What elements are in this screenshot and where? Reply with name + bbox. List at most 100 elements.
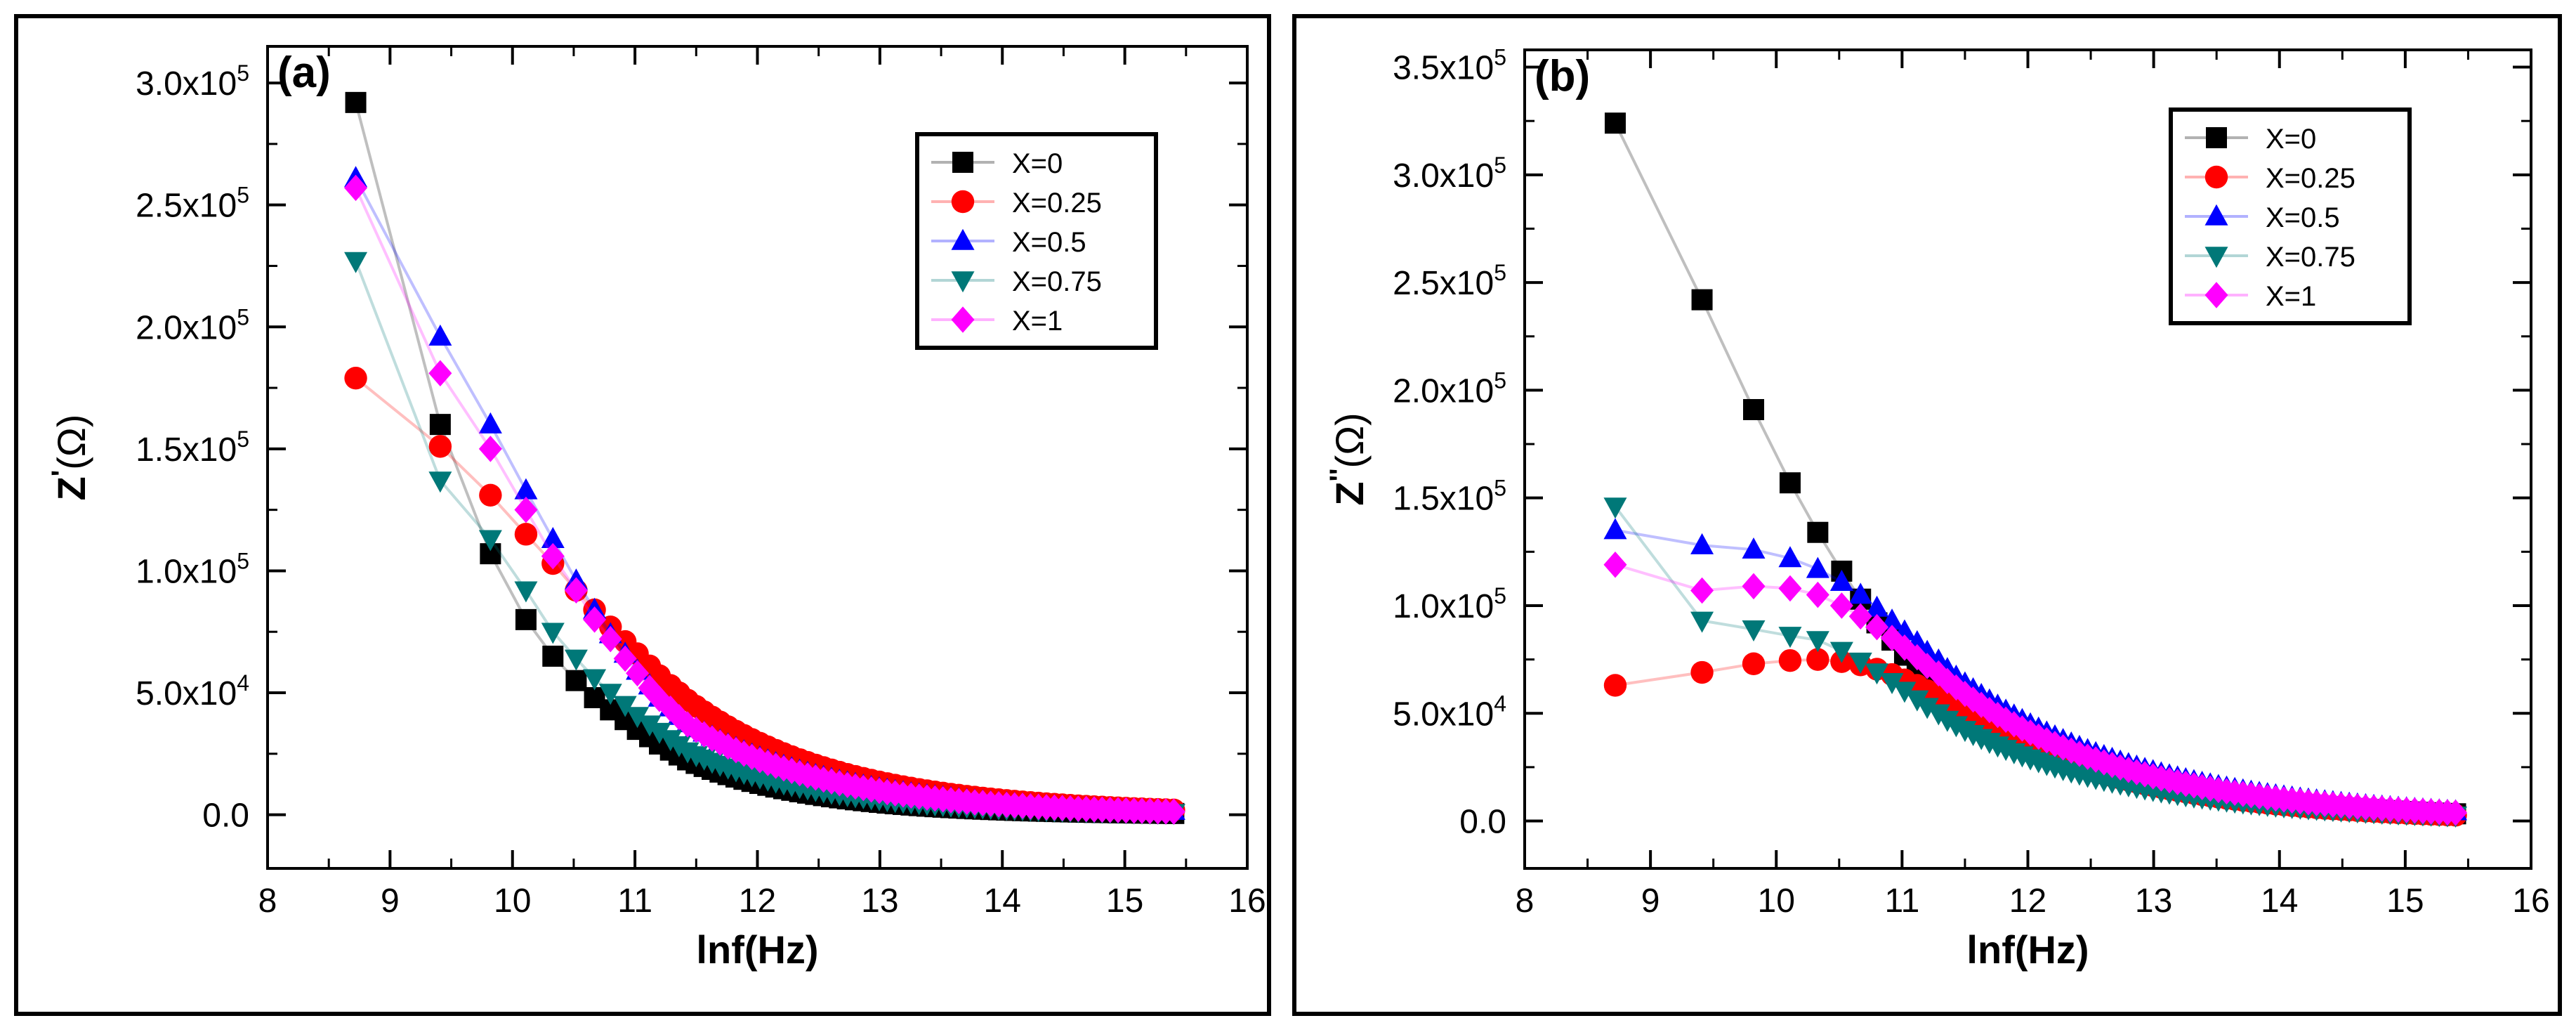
data-point — [1806, 631, 1829, 653]
x-tick-label: 16 — [2512, 882, 2549, 920]
data-point — [1778, 575, 1802, 602]
panel-label: (a) — [277, 48, 331, 97]
data-point — [1162, 798, 1185, 825]
data-point — [1742, 573, 1766, 600]
x-tick-label: 14 — [984, 882, 1021, 920]
data-point — [1690, 660, 1714, 684]
y-tick-label: 2.0x105 — [1393, 367, 1506, 410]
series-X=1 — [1603, 551, 2468, 826]
x-tick-label: 10 — [1758, 882, 1795, 920]
data-point — [626, 707, 650, 729]
data-point — [613, 696, 637, 717]
y-tick-label: 2.5x105 — [1393, 260, 1506, 302]
legend-label: X=0.5 — [1012, 227, 1086, 258]
series-line — [1614, 505, 2456, 817]
x-tick-label: 15 — [1106, 882, 1143, 920]
data-point — [1603, 551, 1627, 578]
legend-marker — [2204, 165, 2228, 189]
data-point — [1880, 673, 1904, 695]
data-point — [1915, 698, 1939, 719]
data-point — [1778, 648, 1802, 672]
legend-label: X=1 — [2266, 281, 2316, 312]
data-point — [1807, 521, 1829, 543]
y-tick-label: 3.0x105 — [136, 60, 249, 103]
data-point — [1848, 582, 1872, 604]
data-point — [1880, 608, 1904, 630]
x-axis-title: lnf(Hz) — [696, 927, 818, 972]
data-point — [1806, 581, 1829, 608]
data-point — [344, 252, 368, 273]
data-point — [515, 608, 537, 630]
x-tick-label: 9 — [1641, 882, 1660, 920]
y-tick-label: 3.0x105 — [1393, 152, 1506, 195]
y-axis-title: Z''(Ω) — [1325, 412, 1372, 505]
y-axis-title: Z'(Ω) — [46, 415, 93, 501]
data-point — [428, 471, 452, 493]
data-point — [344, 366, 367, 390]
legend: X=0 X=0.25 X=0.5 X=0.75 X=1 — [915, 132, 1158, 350]
x-tick-label: 13 — [861, 882, 898, 920]
data-point — [1690, 533, 1714, 554]
chart-b-svg: 8 9 10 11 12 13 14 15 16 0.0 5.0x104 1.0x105 1.5x105… — [1325, 45, 2550, 972]
y-tick-label: 1.0x105 — [136, 548, 249, 590]
x-tick-label: 16 — [1228, 882, 1266, 920]
y-tick-label: 3.5x105 — [1393, 45, 1506, 87]
data-point — [1743, 398, 1765, 420]
x-tick-label: 11 — [617, 882, 652, 920]
data-point — [1893, 682, 1917, 703]
data-point — [1865, 595, 1889, 617]
series-line — [1615, 528, 2456, 813]
data-point — [541, 622, 565, 644]
legend: X=0 X=0.25 X=0.5 X=0.75 X=1 — [2169, 107, 2412, 325]
data-point — [2002, 711, 2026, 738]
data-point — [564, 577, 588, 604]
data-point — [1690, 577, 1714, 604]
data-point — [1604, 112, 1626, 134]
chart-panel-a: 8 9 10 11 12 13 14 15 16 0.0 5.0x104 1.0x105 1.5x105… — [14, 14, 1271, 1016]
legend-label: X=1 — [1012, 306, 1063, 337]
series-X=0.5 — [1603, 518, 2468, 821]
x-tick-label: 11 — [1884, 882, 1919, 920]
data-point — [478, 436, 502, 462]
data-point — [1742, 652, 1766, 675]
data-point — [429, 414, 451, 436]
legend-marker — [2204, 247, 2228, 268]
data-point — [1848, 603, 1872, 630]
legend-label: X=0.25 — [2266, 163, 2355, 194]
y-tick-label: 1.0x105 — [1393, 583, 1506, 625]
legend-label: X=0.75 — [1012, 266, 1102, 297]
data-point — [345, 91, 367, 113]
data-point — [684, 716, 708, 743]
x-tick-label: 9 — [381, 882, 400, 920]
y-tick-label: 2.0x105 — [136, 304, 249, 346]
data-point — [565, 670, 587, 691]
chart-panel-b: 8 9 10 11 12 13 14 15 16 0.0 5.0x104 1.0x105 1.5x105… — [1292, 14, 2562, 1016]
legend-marker — [951, 228, 975, 250]
data-point — [1603, 497, 1627, 519]
data-point — [1905, 644, 1929, 671]
data-point — [478, 530, 502, 552]
x-tick-label: 12 — [739, 882, 776, 920]
data-point — [648, 722, 671, 744]
data-point — [1691, 289, 1713, 311]
x-tick-label: 12 — [2009, 882, 2046, 920]
data-point — [428, 324, 452, 346]
data-point — [1778, 546, 1802, 568]
data-point — [428, 360, 452, 386]
data-point — [514, 478, 538, 500]
data-point — [1936, 710, 1959, 732]
x-axis: 8 9 10 11 12 13 14 15 16 — [258, 46, 1266, 920]
data-point — [613, 645, 637, 672]
series-X=1 — [344, 174, 1185, 825]
data-point — [428, 435, 452, 458]
y-tick-label: 5.0x104 — [136, 670, 249, 712]
x-tick-label: 13 — [2135, 882, 2172, 920]
data-point — [541, 527, 565, 549]
legend-marker — [951, 306, 975, 333]
y-tick-label: 1.5x105 — [1393, 476, 1506, 518]
legend-label: X=0 — [2266, 124, 2316, 155]
data-point — [1865, 663, 1889, 685]
legend-label: X=0 — [1012, 148, 1063, 179]
data-point — [1829, 592, 1853, 619]
data-point — [1603, 674, 1627, 697]
